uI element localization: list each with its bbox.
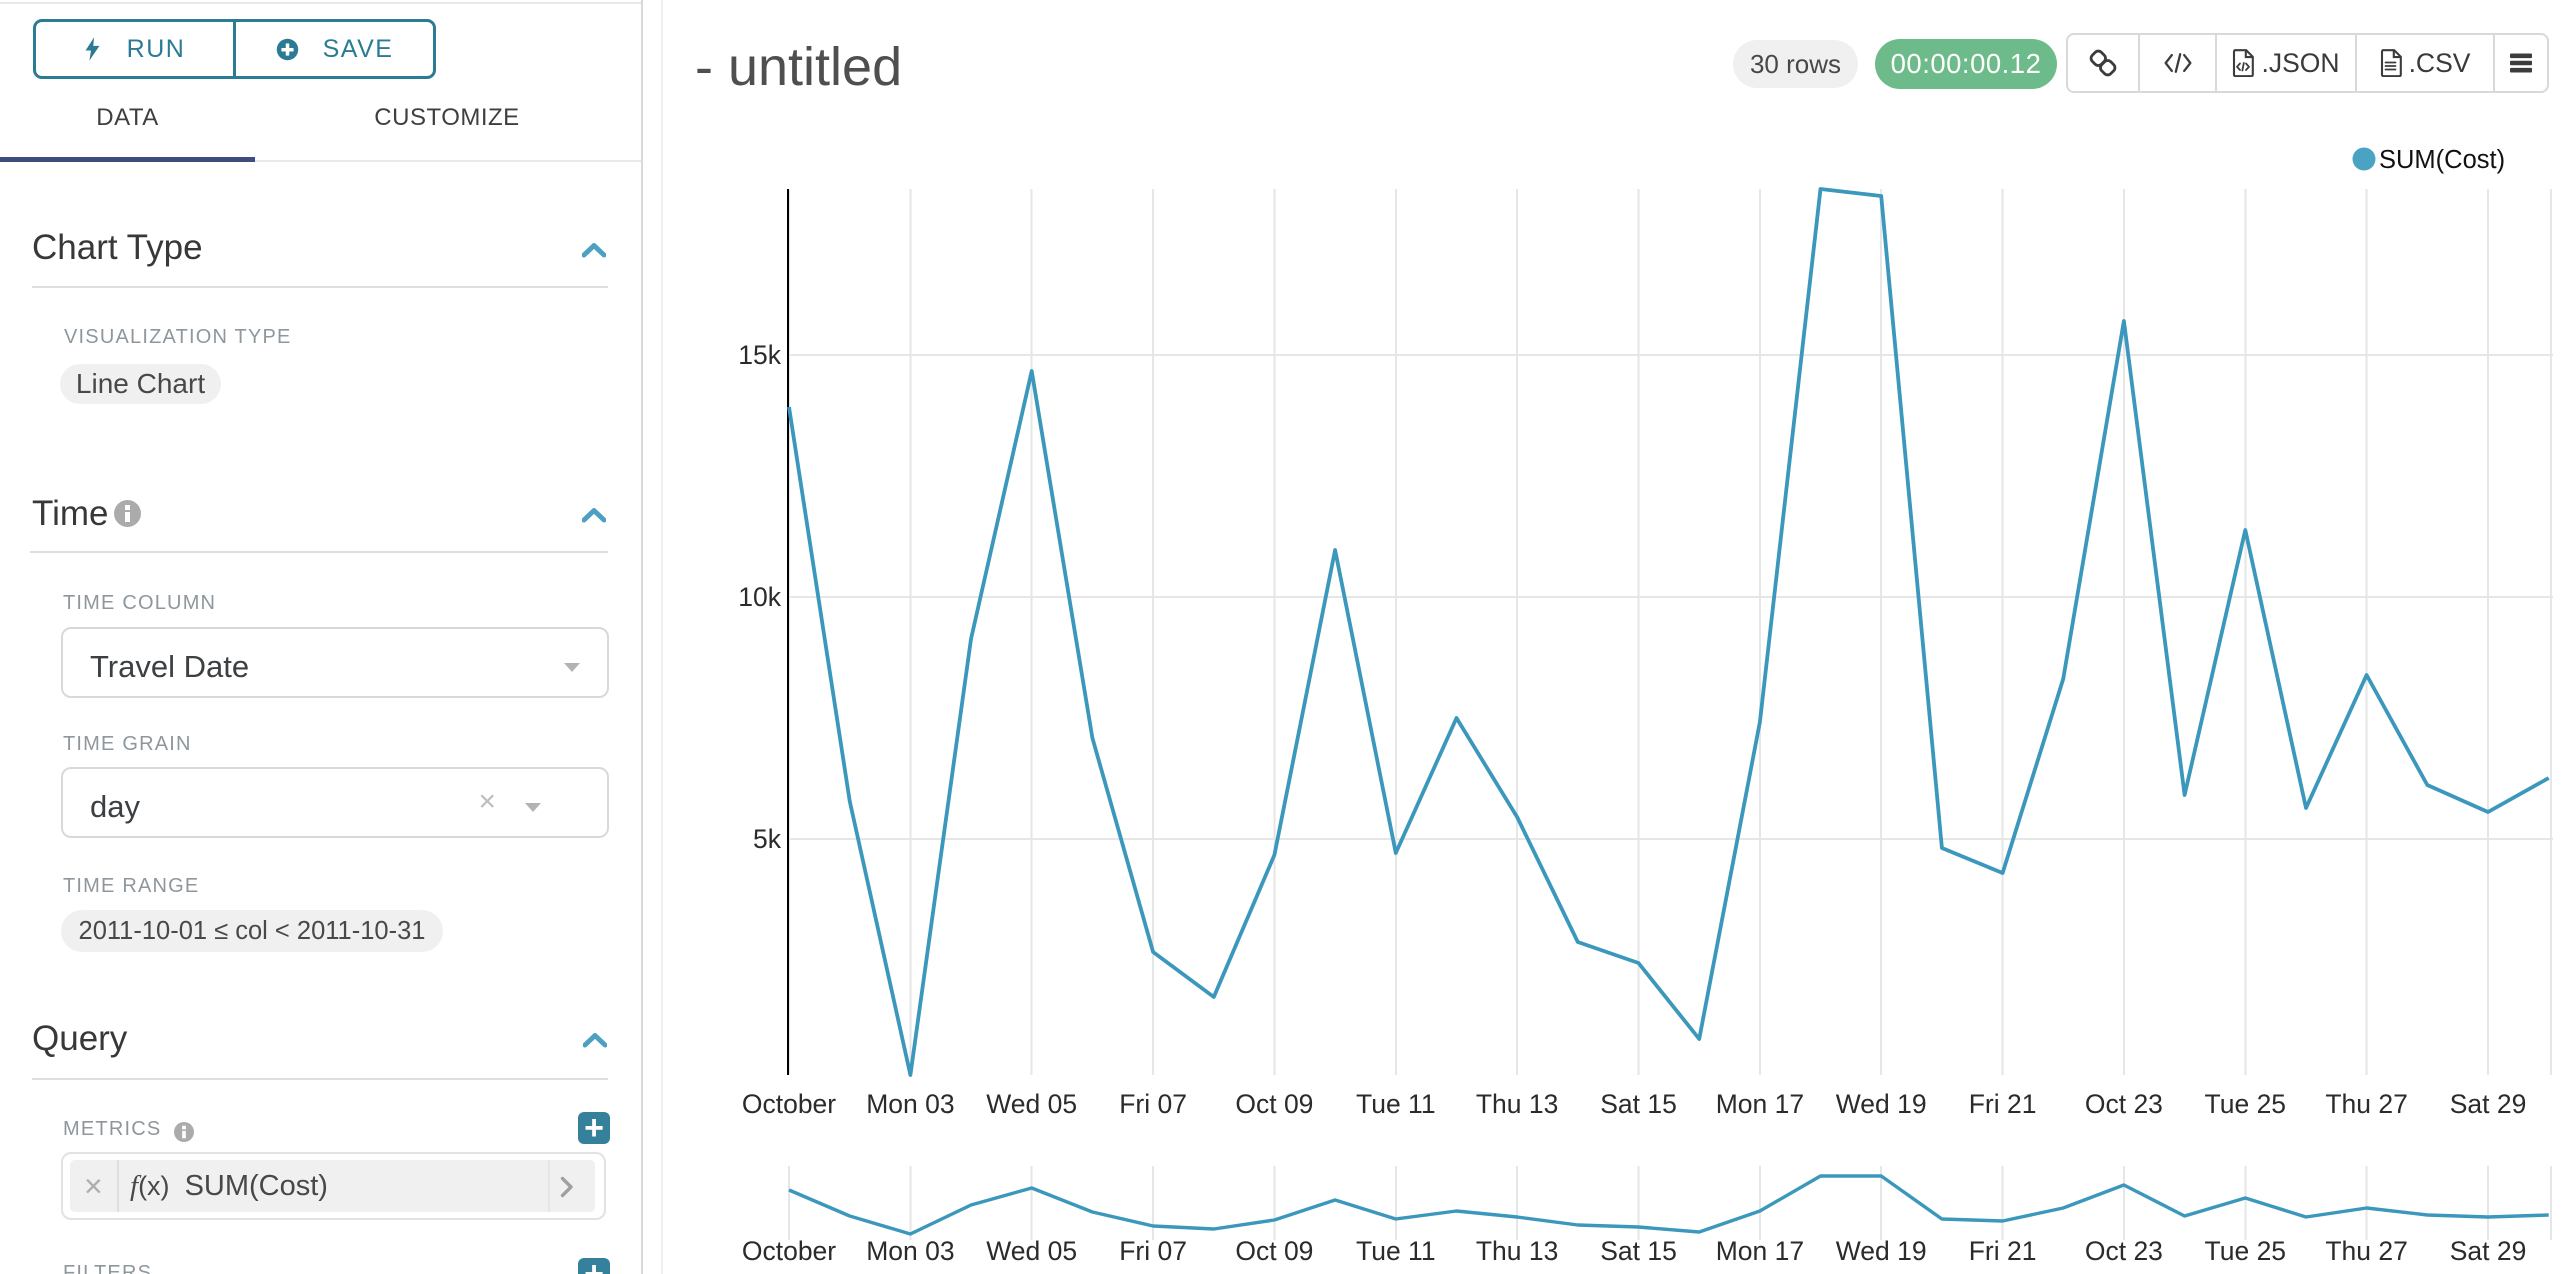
svg-text:Wed 19: Wed 19 bbox=[1836, 1089, 1927, 1119]
svg-text:Oct 23: Oct 23 bbox=[2085, 1089, 2163, 1119]
svg-text:5k: 5k bbox=[753, 824, 782, 854]
svg-text:Fri 21: Fri 21 bbox=[1969, 1236, 2037, 1266]
svg-text:Mon 17: Mon 17 bbox=[1716, 1089, 1804, 1119]
svg-text:Wed 19: Wed 19 bbox=[1836, 1236, 1927, 1266]
svg-text:Mon 03: Mon 03 bbox=[866, 1089, 954, 1119]
svg-text:Fri 21: Fri 21 bbox=[1969, 1089, 2037, 1119]
svg-text:Sat 29: Sat 29 bbox=[2450, 1236, 2527, 1266]
svg-text:15k: 15k bbox=[738, 340, 781, 370]
svg-text:Oct 23: Oct 23 bbox=[2085, 1236, 2163, 1266]
svg-text:Thu 13: Thu 13 bbox=[1476, 1089, 1559, 1119]
svg-text:Sat 15: Sat 15 bbox=[1600, 1236, 1677, 1266]
svg-text:October: October bbox=[742, 1089, 836, 1119]
svg-text:Tue 25: Tue 25 bbox=[2205, 1089, 2287, 1119]
svg-text:Sat 29: Sat 29 bbox=[2450, 1089, 2527, 1119]
svg-text:Thu 27: Thu 27 bbox=[2325, 1089, 2408, 1119]
svg-text:Mon 03: Mon 03 bbox=[866, 1236, 954, 1266]
svg-text:Mon 17: Mon 17 bbox=[1716, 1236, 1804, 1266]
svg-text:Sat 15: Sat 15 bbox=[1600, 1089, 1677, 1119]
svg-text:Fri 07: Fri 07 bbox=[1119, 1236, 1187, 1266]
svg-text:Thu 13: Thu 13 bbox=[1476, 1236, 1559, 1266]
svg-text:SUM(Cost): SUM(Cost) bbox=[2379, 146, 2505, 174]
svg-text:Tue 11: Tue 11 bbox=[1356, 1236, 1436, 1266]
svg-text:Wed 05: Wed 05 bbox=[986, 1236, 1077, 1266]
svg-text:Oct 09: Oct 09 bbox=[1235, 1089, 1313, 1119]
svg-text:Thu 27: Thu 27 bbox=[2325, 1236, 2408, 1266]
svg-text:10k: 10k bbox=[738, 582, 781, 612]
svg-text:October: October bbox=[742, 1236, 836, 1266]
svg-text:Tue 25: Tue 25 bbox=[2205, 1236, 2287, 1266]
svg-text:Fri 07: Fri 07 bbox=[1119, 1089, 1187, 1119]
svg-text:Tue 11: Tue 11 bbox=[1356, 1089, 1436, 1119]
svg-text:Oct 09: Oct 09 bbox=[1235, 1236, 1313, 1266]
svg-text:Wed 05: Wed 05 bbox=[986, 1089, 1077, 1119]
